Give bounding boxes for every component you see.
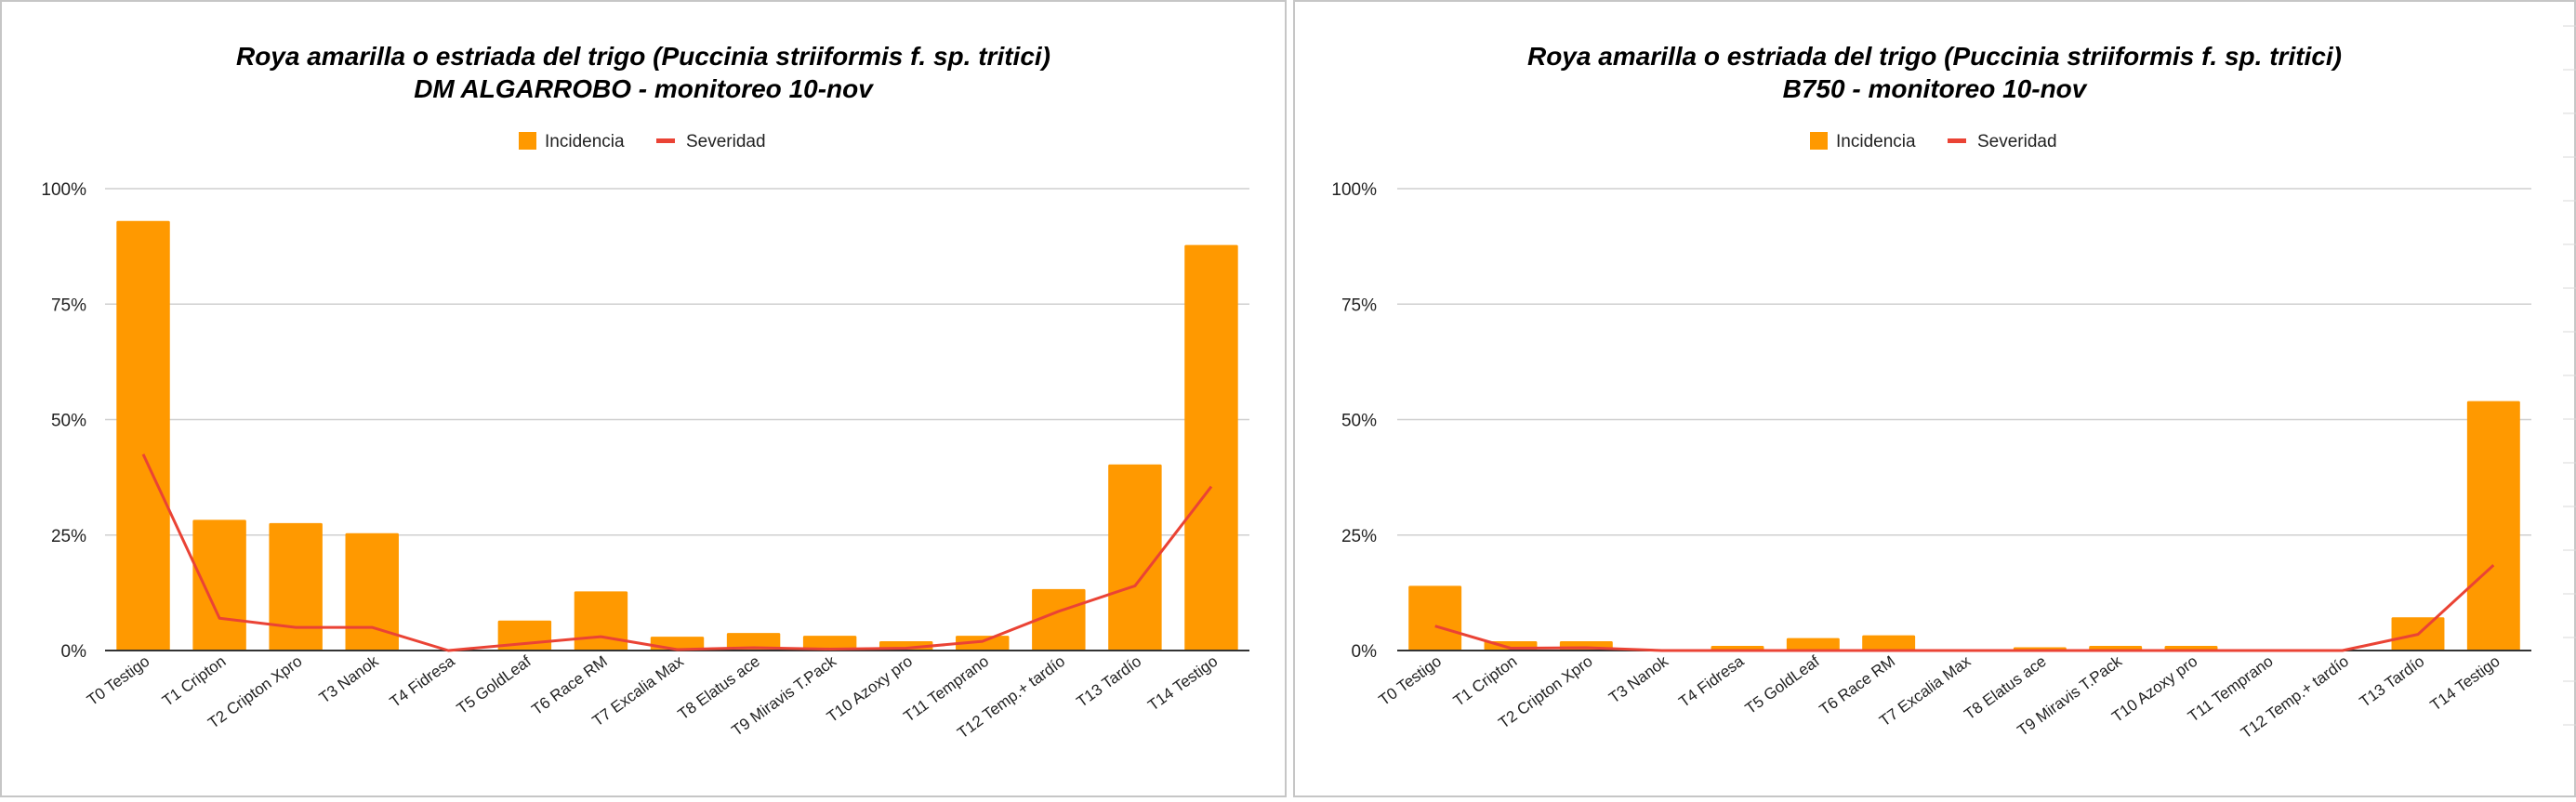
x-tick-label: T1 Cripton bbox=[159, 652, 229, 710]
bar-incidencia bbox=[1108, 464, 1162, 651]
x-tick-label: T5 GoldLeaf bbox=[1742, 652, 1823, 718]
chart-panel-left: Roya amarilla o estriada del trigo (Pucc… bbox=[0, 0, 1287, 797]
y-tick-label: 50% bbox=[51, 412, 86, 431]
x-tick-label: T14 Testigo bbox=[2427, 652, 2503, 715]
bar-incidencia bbox=[345, 532, 399, 651]
x-tick-label: T4 Fidresa bbox=[387, 652, 458, 711]
chart-right-border bbox=[1293, 0, 2576, 797]
y-tick-label: 75% bbox=[1341, 296, 1377, 315]
y-tick-label: 100% bbox=[1331, 180, 1377, 200]
bar-incidencia bbox=[574, 591, 628, 651]
bar-incidencia bbox=[1408, 585, 1462, 651]
bar-incidencia bbox=[1786, 638, 1840, 651]
x-tick-label: T0 Testigo bbox=[1376, 652, 1445, 709]
chart-title: Roya amarilla o estriada del trigo (Pucc… bbox=[1527, 42, 2342, 71]
legend-swatch-incidencia bbox=[519, 132, 536, 150]
x-tick-label: T3 Nanok bbox=[316, 652, 382, 707]
bar-incidencia bbox=[956, 636, 1010, 651]
x-tick-label: T1 Cripton bbox=[1450, 652, 1520, 710]
legend-swatch-incidencia bbox=[1810, 132, 1828, 150]
bar-incidencia bbox=[1862, 635, 1916, 651]
x-tick-label: T13 Tardío bbox=[1074, 652, 1145, 711]
chart-left-border bbox=[0, 0, 1287, 797]
bar-incidencia bbox=[726, 633, 781, 651]
legend: Incidencia Severidad bbox=[519, 132, 766, 151]
legend: Incidencia Severidad bbox=[1810, 132, 2057, 151]
legend-swatch-severidad bbox=[656, 138, 675, 143]
legend-label-severidad: Severidad bbox=[1977, 132, 2057, 151]
sheet-gridlines bbox=[2563, 25, 2576, 726]
chart-subtitle: B750 - monitoreo 10-nov bbox=[1783, 74, 2088, 103]
bar-incidencia bbox=[1184, 244, 1238, 651]
bar-incidencia bbox=[269, 522, 323, 651]
x-tick-label: T0 Testigo bbox=[84, 652, 152, 709]
bar-incidencia bbox=[192, 519, 246, 651]
chart-left-svg: Roya amarilla o estriada del trigo (Pucc… bbox=[0, 0, 1287, 797]
x-tick-label: T13 Tardío bbox=[2357, 652, 2428, 711]
bar-incidencia bbox=[802, 636, 857, 651]
chart-panel-right: Roya amarilla o estriada del trigo (Pucc… bbox=[1293, 0, 2576, 797]
y-tick-label: 100% bbox=[41, 180, 86, 200]
chart-right-svg: Roya amarilla o estriada del trigo (Pucc… bbox=[1293, 0, 2576, 797]
x-tick-label: T5 GoldLeaf bbox=[454, 652, 535, 718]
y-tick-label: 25% bbox=[51, 527, 86, 546]
series-line-severidad bbox=[1434, 563, 2495, 652]
x-tick-label: T14 Testigo bbox=[1144, 652, 1221, 715]
chart-subtitle: DM ALGARROBO - monitoreo 10-nov bbox=[414, 74, 874, 103]
y-tick-label: 50% bbox=[1341, 412, 1377, 431]
y-tick-label: 0% bbox=[1352, 642, 1378, 662]
y-tick-label: 75% bbox=[51, 296, 86, 315]
bar-incidencia bbox=[116, 220, 170, 651]
bar-incidencia bbox=[1032, 588, 1086, 651]
x-tick-label: T4 Fidresa bbox=[1675, 652, 1747, 711]
legend-swatch-severidad bbox=[1948, 138, 1966, 143]
y-tick-label: 25% bbox=[1341, 527, 1377, 546]
bar-incidencia bbox=[2466, 401, 2520, 651]
legend-label-incidencia: Incidencia bbox=[545, 132, 625, 151]
x-tick-label: T3 Nanok bbox=[1605, 652, 1671, 707]
chart-title: Roya amarilla o estriada del trigo (Pucc… bbox=[236, 42, 1050, 71]
series-line-severidad bbox=[141, 454, 1213, 652]
y-tick-label: 0% bbox=[61, 642, 87, 662]
legend-label-incidencia: Incidencia bbox=[1836, 132, 1916, 151]
legend-label-severidad: Severidad bbox=[686, 132, 766, 151]
